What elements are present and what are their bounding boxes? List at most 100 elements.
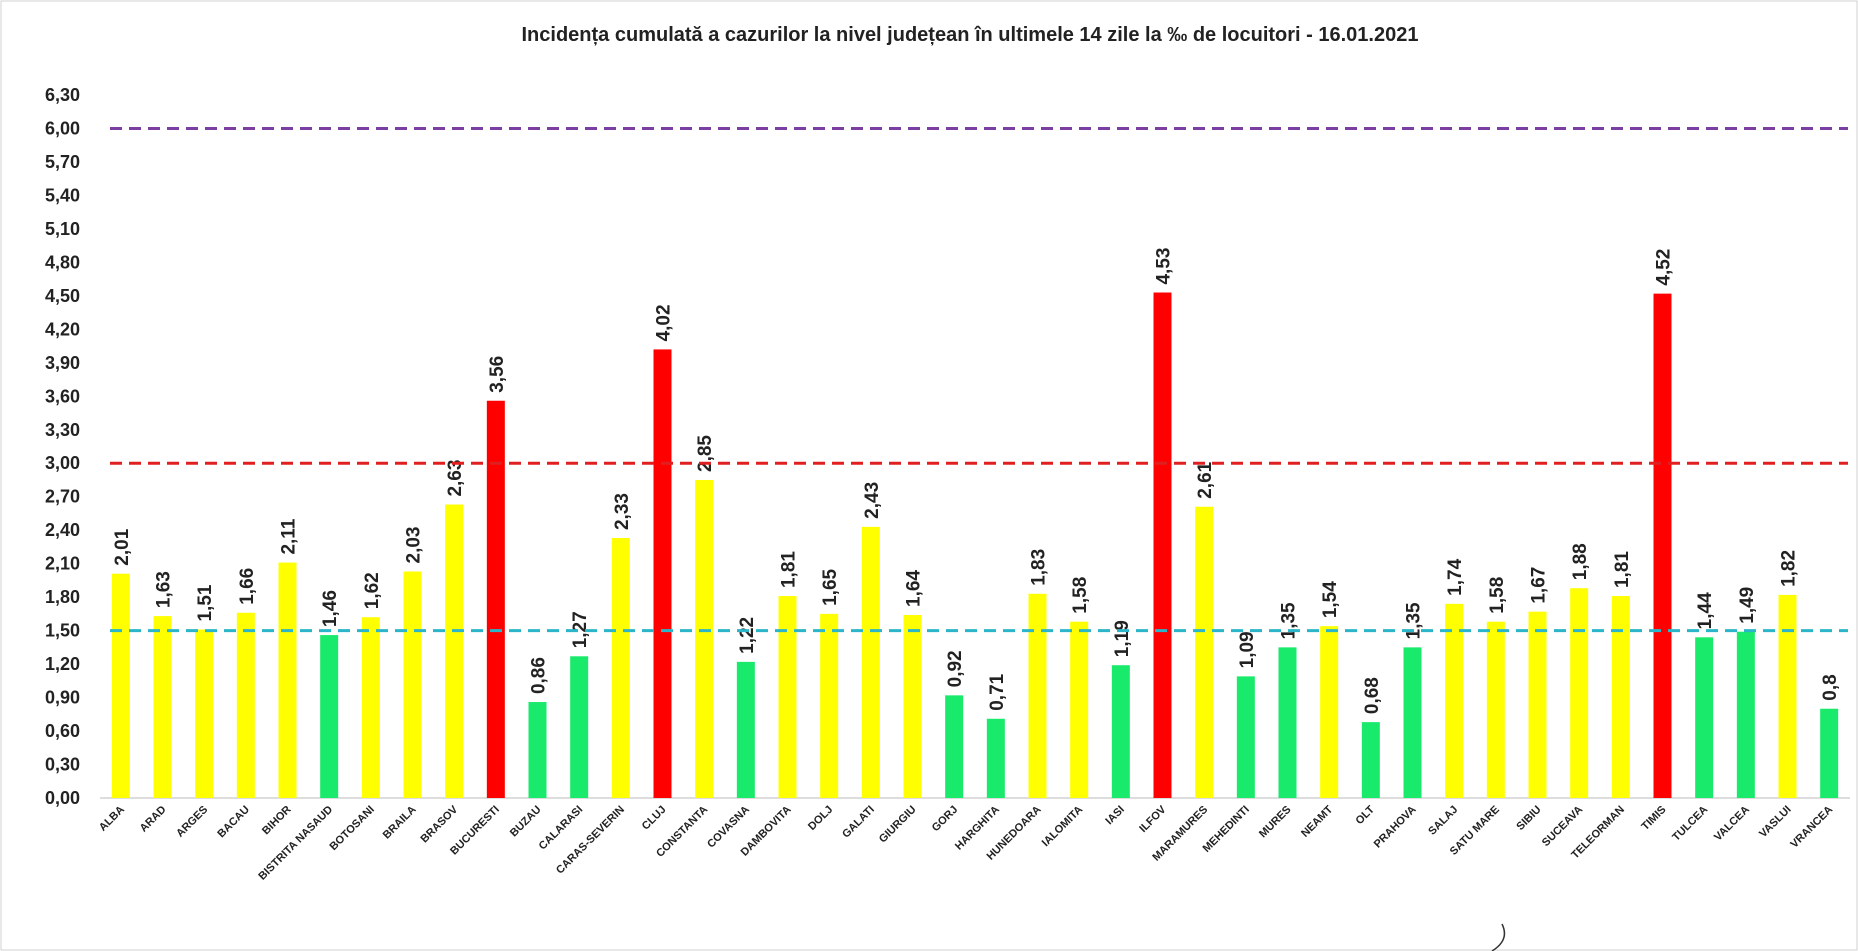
y-tick-label: 3,60 <box>45 386 80 406</box>
bar-timis <box>1653 293 1672 798</box>
y-tick-label: 0,30 <box>45 755 80 775</box>
y-tick-label: 5,70 <box>45 152 80 172</box>
data-label: 1,88 <box>1570 543 1591 580</box>
cursor-mark <box>1491 923 1506 951</box>
bar-botosani <box>361 617 380 798</box>
bar-olt <box>1361 722 1380 798</box>
bar-harghita <box>986 718 1005 798</box>
y-tick-label: 2,10 <box>45 554 80 574</box>
bar-mehedinti <box>1236 676 1255 798</box>
data-label: 1,83 <box>1029 549 1050 586</box>
bar-bihor <box>278 562 297 798</box>
bar-calarasi <box>570 656 589 798</box>
bar-tulcea <box>1695 637 1714 798</box>
x-tick-label: MURES <box>1257 804 1294 841</box>
bar-bacau <box>236 612 255 798</box>
bar-alba <box>111 573 130 798</box>
data-label: 1,81 <box>779 551 800 588</box>
data-label: 2,85 <box>695 435 716 472</box>
bar-gorj <box>945 695 964 798</box>
x-tick-label: PRAHOVA <box>1372 804 1419 851</box>
bar-suceava <box>1570 588 1589 798</box>
bar-covasna <box>736 661 755 798</box>
y-tick-label: 5,10 <box>45 219 80 239</box>
x-tick-label: GALATI <box>840 804 877 841</box>
data-label: 2,03 <box>404 526 425 563</box>
x-tick-label: SALAJ <box>1426 804 1460 838</box>
bar-arad <box>153 616 172 798</box>
x-tick-label: ARGES <box>174 804 210 840</box>
x-tick-label: BIHOR <box>260 804 294 838</box>
y-tick-label: 0,00 <box>45 788 80 808</box>
x-tick-label: BISTRITA NASAUD <box>256 804 335 883</box>
bar-giurgiu <box>903 614 922 798</box>
y-tick-label: 4,80 <box>45 252 80 272</box>
data-label: 4,02 <box>654 304 675 341</box>
data-label: 2,33 <box>612 493 633 530</box>
bar-braila <box>403 571 422 798</box>
data-label: 3,56 <box>487 356 508 393</box>
chart-title: Incidența cumulată a cazurilor la nivel … <box>521 24 1419 46</box>
y-tick-label: 3,00 <box>45 453 80 473</box>
x-tick-label: DOLJ <box>806 804 835 833</box>
data-label: 4,52 <box>1654 249 1675 286</box>
y-tick-label: 0,90 <box>45 688 80 708</box>
y-tick-label: 1,80 <box>45 587 80 607</box>
bar-bucuresti <box>486 400 505 798</box>
data-label: 1,35 <box>1404 602 1425 639</box>
bar-constanta <box>695 479 714 798</box>
bar-buzau <box>528 702 547 798</box>
bar-vrancea <box>1820 708 1839 798</box>
bar-hunedoara <box>1028 593 1047 798</box>
bar-salaj <box>1445 603 1464 798</box>
x-tick-label: VASLUI <box>1757 804 1793 840</box>
y-tick-label: 2,70 <box>45 487 80 507</box>
data-label: 1,64 <box>904 570 925 607</box>
data-label: 1,66 <box>237 568 258 605</box>
data-label: 4,53 <box>1154 248 1175 285</box>
bar-neamt <box>1320 626 1339 798</box>
data-label: 1,44 <box>1695 592 1716 629</box>
data-label: 2,61 <box>1195 461 1216 498</box>
data-label: 1,81 <box>1612 551 1633 588</box>
bar-maramures <box>1195 506 1214 798</box>
data-label: 1,19 <box>1112 620 1133 657</box>
bar-sibiu <box>1528 611 1547 798</box>
x-tick-label: TULCEA <box>1670 804 1710 844</box>
x-tick-label: NEAMT <box>1299 803 1335 839</box>
data-label: 1,35 <box>1279 602 1300 639</box>
x-tick-label: IALOMITA <box>1040 804 1086 850</box>
x-tick-label: OLT <box>1353 803 1377 827</box>
x-tick-label: BOTOSANI <box>328 804 377 853</box>
bar-bistrita-nasaud <box>320 635 339 798</box>
bar-ialomita <box>1070 621 1089 798</box>
x-tick-label: SUCEAVA <box>1540 804 1585 849</box>
bar-vaslui <box>1778 594 1797 798</box>
data-label: 2,11 <box>279 518 300 554</box>
data-label: 2,43 <box>862 482 883 519</box>
data-label: 0,8 <box>1820 674 1841 700</box>
x-tick-label: BUZAU <box>508 804 544 840</box>
data-label: 2,63 <box>445 460 466 497</box>
y-tick-label: 2,40 <box>45 520 80 540</box>
x-tick-label: BRASOV <box>419 803 461 845</box>
y-tick-label: 1,20 <box>45 654 80 674</box>
x-tick-label: IASI <box>1103 804 1127 828</box>
data-label: 1,62 <box>362 572 383 609</box>
y-tick-label: 6,00 <box>45 118 80 138</box>
bar-ilfov <box>1153 292 1172 798</box>
x-tick-label: TIMIS <box>1639 804 1668 833</box>
bar-arges <box>195 629 214 798</box>
data-label: 1,82 <box>1779 550 1800 587</box>
data-label: 1,51 <box>195 584 216 621</box>
data-label: 1,09 <box>1237 631 1258 668</box>
data-label: 0,86 <box>529 657 550 694</box>
x-tick-label: GIURGIU <box>877 804 919 846</box>
bar-valcea <box>1736 631 1755 798</box>
bar-dolj <box>820 613 839 798</box>
data-label: 0,92 <box>945 650 966 687</box>
data-label: 1,27 <box>570 611 591 648</box>
data-label: 1,67 <box>1529 567 1550 604</box>
bar-teleorman <box>1611 596 1630 798</box>
